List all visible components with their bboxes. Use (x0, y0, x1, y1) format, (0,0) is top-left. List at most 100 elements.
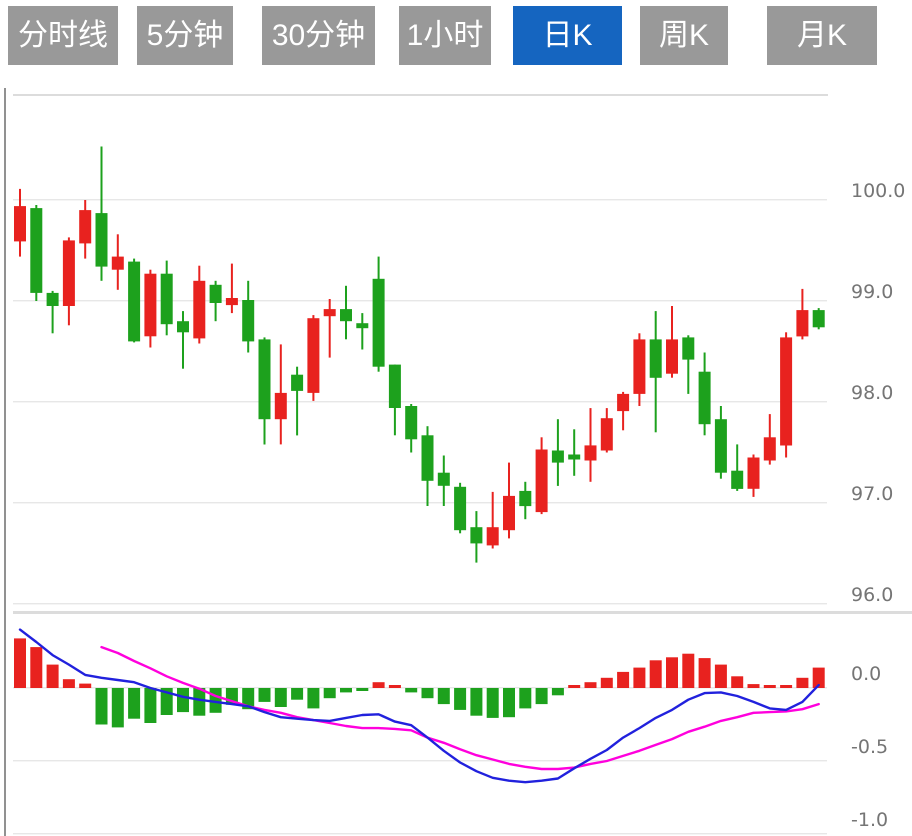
macd-bar (323, 688, 336, 699)
macd-bar (535, 688, 548, 705)
left-border (4, 88, 6, 836)
candle (258, 337, 271, 445)
tab-1hour[interactable]: 1小时 (399, 6, 491, 65)
macd-bar (454, 688, 467, 710)
tab-weekly-k[interactable]: 周K (640, 6, 728, 65)
candle (666, 306, 678, 378)
candle (519, 481, 532, 520)
candle (79, 200, 92, 259)
tab-30min[interactable]: 30分钟 (262, 6, 375, 65)
macd-bar (714, 664, 727, 688)
macd-bar (519, 688, 532, 709)
indicator-axis-label: -1.0 (851, 809, 888, 831)
macd-bar (698, 658, 711, 688)
candle (454, 482, 467, 534)
tab-daily-k[interactable]: 日K (513, 6, 622, 65)
price-gridline (13, 300, 827, 302)
candle (177, 311, 189, 369)
price-axis-label: 99.0 (851, 281, 893, 303)
candle-body (160, 273, 173, 325)
tab-timeline[interactable]: 分时线 (8, 6, 118, 65)
macd-bar (307, 688, 320, 709)
macd-bar (812, 667, 825, 688)
candle-wick (182, 311, 184, 369)
dea-line (100, 645, 820, 771)
candle-wick (687, 335, 690, 394)
price-axis-label: 98.0 (851, 382, 893, 404)
macd-bar (405, 688, 418, 693)
macd-bar (144, 688, 157, 723)
candle-body (812, 310, 825, 328)
candle (405, 404, 418, 453)
macd-bar (160, 688, 173, 715)
macd-bar (291, 688, 304, 700)
candle (486, 491, 499, 549)
candle-wick (296, 366, 299, 436)
candle (780, 332, 793, 458)
candle (95, 146, 108, 281)
macd-bar (30, 647, 43, 688)
candle (274, 344, 287, 445)
candle (747, 454, 760, 497)
indicator-gridline (13, 760, 827, 762)
macd-bar (470, 688, 483, 716)
candle (193, 265, 206, 344)
candle (470, 511, 483, 563)
candle (372, 256, 385, 372)
candle (340, 285, 352, 340)
candle-body (307, 318, 320, 393)
macd-bar (747, 684, 760, 688)
macd-bar (421, 688, 434, 699)
candle-body (649, 339, 662, 378)
tab-monthly-k[interactable]: 月K (767, 6, 877, 65)
macd-bar (633, 667, 646, 688)
candle (649, 311, 662, 433)
candle (242, 280, 255, 353)
candle-body (535, 449, 548, 513)
macd-bar (372, 682, 385, 688)
macd-bar (95, 688, 108, 725)
candle-wick (51, 290, 54, 334)
candle-body (780, 337, 793, 446)
candle (503, 462, 515, 539)
candle-body (421, 435, 434, 481)
candle (812, 308, 825, 330)
macd-histogram (14, 638, 825, 728)
candle-body (242, 300, 255, 342)
candle (356, 313, 369, 350)
macd-bar (193, 688, 206, 716)
candle (714, 406, 727, 479)
macd-bar (649, 660, 662, 688)
candle-body (79, 210, 92, 244)
panel-separator (13, 611, 912, 614)
macd-bar (617, 671, 630, 688)
candle-body (111, 256, 124, 270)
candle (388, 364, 401, 436)
candle-wick (491, 491, 494, 549)
price-gridline (13, 603, 827, 605)
candle (209, 280, 222, 322)
candle-body (437, 472, 450, 486)
candle-wick (230, 263, 233, 314)
macd-bar (242, 688, 255, 710)
candles (14, 146, 825, 563)
candle-body (747, 457, 760, 489)
candle-body (14, 206, 26, 242)
macd-bar (111, 688, 124, 728)
tab-5min[interactable]: 5分钟 (137, 6, 233, 65)
macd-bar (682, 653, 695, 688)
candle-body (225, 298, 238, 306)
candle (763, 414, 776, 465)
candle-body (274, 392, 287, 420)
candle (46, 290, 59, 334)
candle (421, 426, 434, 506)
candle-body (486, 527, 499, 546)
candle (682, 335, 695, 394)
interval-tabbar: 分时线 5分钟 30分钟 1小时 日K 周K 月K (0, 0, 912, 72)
candle-body (796, 310, 809, 337)
candle (144, 269, 157, 348)
candle-body (30, 208, 43, 293)
indicator-axis-label: 0.0 (851, 663, 881, 685)
candle-body (372, 278, 385, 367)
